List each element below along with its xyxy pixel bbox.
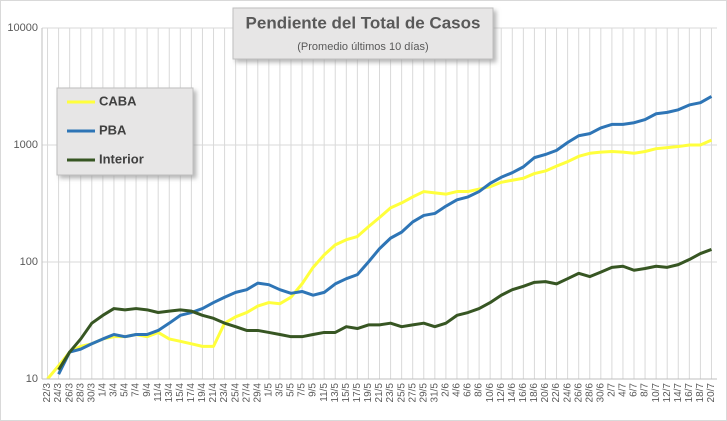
x-tick-label: 18/7 bbox=[695, 383, 706, 403]
x-tick-label: 2/7 bbox=[607, 383, 618, 397]
x-tick-label: 9/4 bbox=[142, 383, 153, 397]
chart-subtitle: (Promedio últimos 10 días) bbox=[297, 41, 428, 53]
series-line bbox=[57, 248, 712, 371]
x-tick-label: 28/6 bbox=[584, 383, 595, 403]
x-tick-label: 2/6 bbox=[441, 383, 452, 397]
x-tick-label: 3/4 bbox=[109, 383, 120, 397]
x-tick-label: 26/6 bbox=[573, 383, 584, 403]
x-tick-label: 9/5 bbox=[308, 383, 319, 397]
x-tick-label: 11/5 bbox=[319, 383, 330, 402]
x-tick-label: 17/5 bbox=[352, 383, 363, 403]
x-tick-label: 7/4 bbox=[131, 383, 142, 397]
legend-label: PBA bbox=[99, 122, 127, 137]
x-tick-label: 16/6 bbox=[518, 383, 529, 403]
x-tick-label: 28/3 bbox=[75, 383, 86, 403]
x-tick-label: 30/6 bbox=[595, 383, 606, 403]
y-tick-label: 100 bbox=[20, 256, 38, 268]
x-tick-label: 13/4 bbox=[164, 383, 175, 403]
series-line bbox=[46, 138, 713, 379]
x-tick-label: 10/6 bbox=[485, 383, 496, 403]
x-tick-label: 12/7 bbox=[662, 383, 673, 403]
x-tick-label: 15/5 bbox=[341, 383, 352, 403]
x-tick-label: 30/3 bbox=[86, 383, 97, 403]
x-tick-label: 5/4 bbox=[120, 383, 131, 397]
x-tick-label: 8/7 bbox=[640, 383, 651, 397]
x-tick-label: 24/6 bbox=[562, 383, 573, 403]
x-tick-label: 14/7 bbox=[673, 383, 684, 403]
x-tick-label: 19/4 bbox=[197, 383, 208, 403]
x-tick-label: 22/3 bbox=[42, 383, 53, 403]
x-tick-label: 23/5 bbox=[385, 383, 396, 403]
y-tick-label: 10 bbox=[26, 373, 38, 385]
series-line bbox=[57, 95, 713, 375]
x-tick-label: 24/3 bbox=[53, 383, 64, 403]
x-tick-label: 17/4 bbox=[186, 383, 197, 403]
x-tick-label: 6/7 bbox=[629, 383, 640, 397]
x-tick-label: 25/4 bbox=[230, 383, 241, 403]
x-tick-label: 31/5 bbox=[429, 383, 440, 403]
x-tick-label: 11/4 bbox=[153, 383, 164, 402]
x-tick-label: 19/5 bbox=[363, 383, 374, 403]
x-tick-label: 1/5 bbox=[263, 383, 274, 397]
x-tick-label: 12/6 bbox=[496, 383, 507, 403]
x-tick-label: 22/6 bbox=[551, 383, 562, 403]
x-tick-label: 26/3 bbox=[64, 383, 75, 403]
x-tick-label: 8/6 bbox=[474, 383, 485, 397]
x-tick-label: 6/6 bbox=[463, 383, 474, 397]
x-tick-label: 3/5 bbox=[275, 383, 286, 397]
title-box bbox=[232, 7, 494, 60]
x-tick-label: 27/5 bbox=[407, 383, 418, 403]
x-tick-label: 7/5 bbox=[297, 383, 308, 397]
x-tick-label: 4/6 bbox=[452, 383, 463, 397]
legend-label: CABA bbox=[99, 93, 137, 108]
y-tick-label: 1000 bbox=[14, 139, 38, 151]
x-tick-label: 4/7 bbox=[618, 383, 629, 397]
x-tick-label: 15/4 bbox=[175, 383, 186, 403]
x-tick-label: 27/4 bbox=[241, 383, 252, 403]
x-tick-label: 20/6 bbox=[540, 383, 551, 403]
x-tick-label: 13/5 bbox=[330, 383, 341, 403]
x-tick-label: 29/4 bbox=[252, 383, 263, 403]
x-tick-label: 23/4 bbox=[219, 383, 230, 403]
chart-title: Pendiente del Total de Casos bbox=[246, 13, 481, 32]
x-tick-label: 25/5 bbox=[396, 383, 407, 403]
x-tick-label: 21/5 bbox=[374, 383, 385, 403]
x-tick-label: 14/6 bbox=[507, 383, 518, 403]
x-tick-label: 20/7 bbox=[706, 383, 717, 403]
x-tick-label: 5/5 bbox=[286, 383, 297, 397]
legend-label: Interior bbox=[99, 151, 144, 166]
x-tick-label: 29/5 bbox=[418, 383, 429, 403]
x-tick-label: 16/7 bbox=[684, 383, 695, 403]
x-tick-label: 1/4 bbox=[98, 383, 109, 397]
x-tick-label: 10/7 bbox=[651, 383, 662, 403]
x-tick-label: 18/6 bbox=[529, 383, 540, 403]
x-tick-label: 21/4 bbox=[208, 383, 219, 403]
y-tick-label: 10000 bbox=[7, 22, 38, 34]
